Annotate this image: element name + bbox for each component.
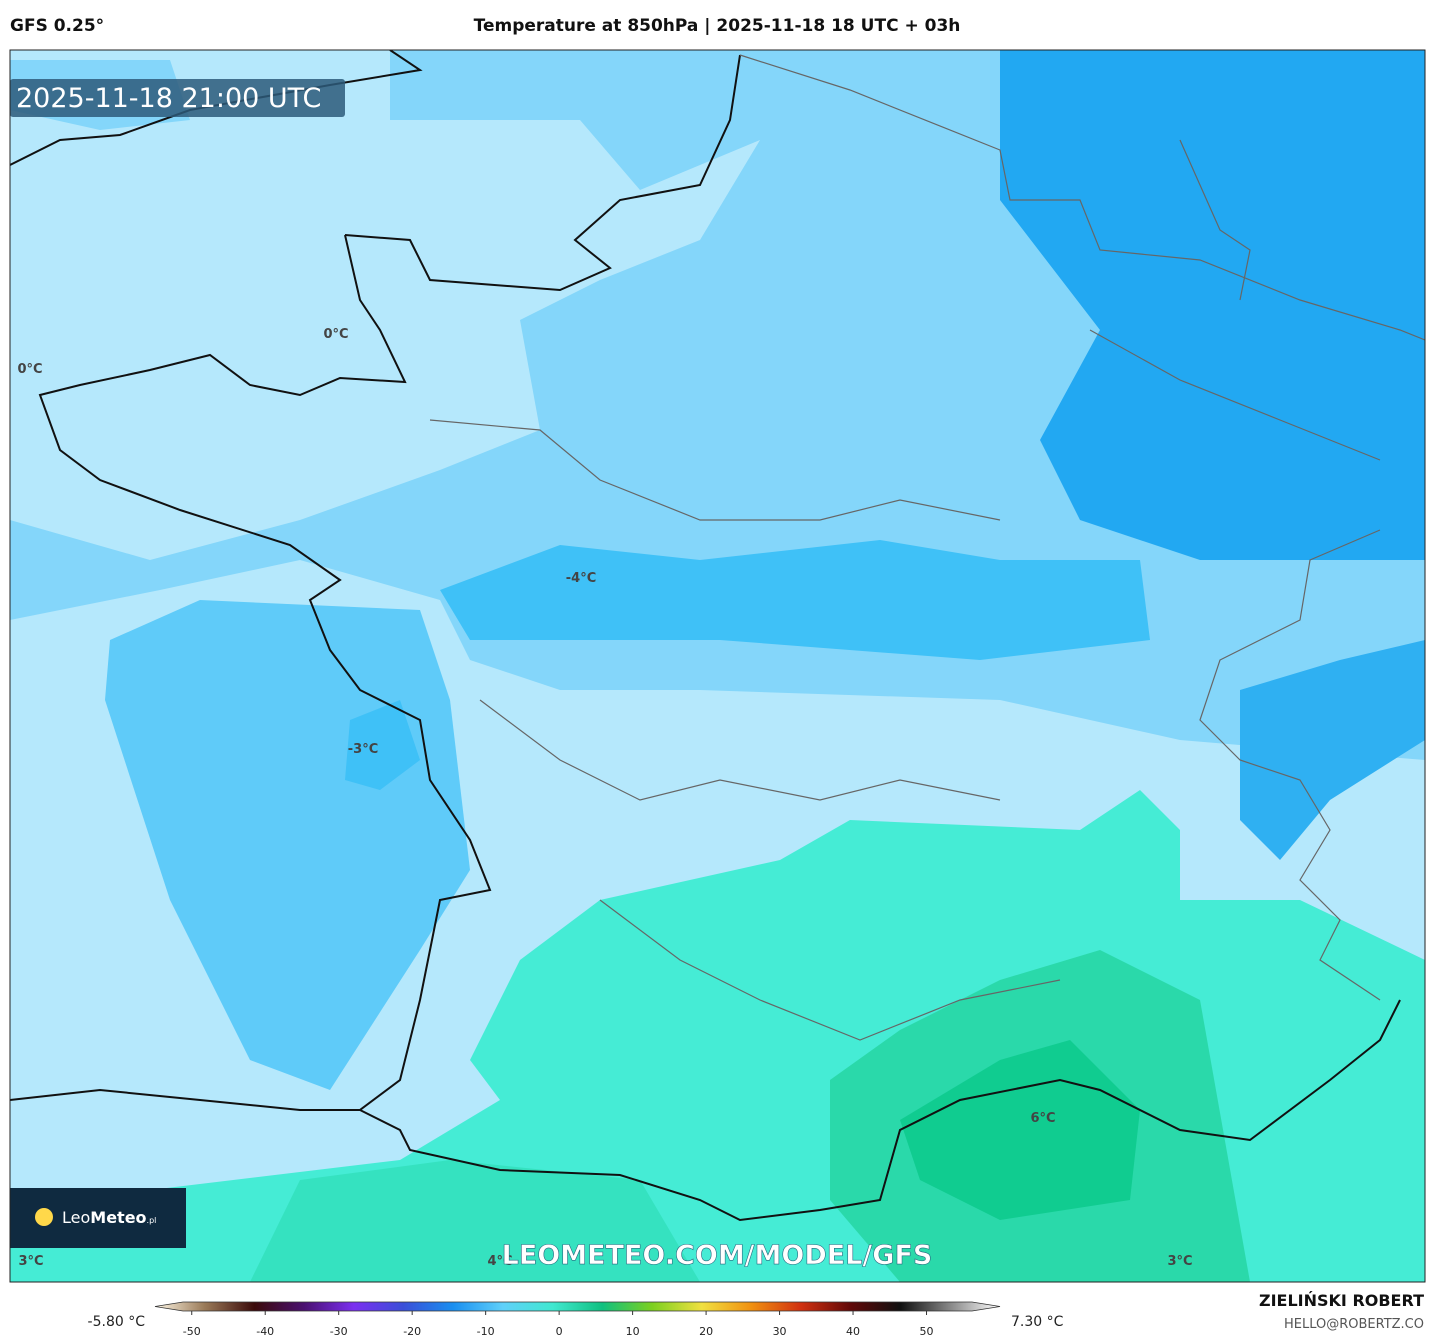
map-frame [9,49,1426,1283]
colorbar-tick-label: -50 [183,1325,201,1338]
author: ZIELIŃSKI ROBERT [1259,1291,1424,1310]
map: 0°C 0°C -4°C -3°C 6°C 4°C 3°C 3°C 2025-1… [10,50,1425,1282]
field-zone [250,1160,700,1282]
colorbar-tick-label: 20 [699,1325,713,1338]
isotherm-label: 3°C [1167,1254,1192,1269]
colorbar-max: 7.30 °C [1011,1314,1064,1330]
borders [429,54,1425,1041]
colorbar-tick-label: -20 [403,1325,421,1338]
isotherm-label: 4°C [487,1254,512,1269]
logo-suffix: .pl [147,1216,157,1225]
email: HELLO@ROBERTZ.CO [1284,1317,1424,1332]
colorbar-tick-label: 40 [846,1325,860,1338]
colorbar-tick-label: -40 [256,1325,274,1338]
isotherm-label: -4°C [566,571,596,586]
isotherm-label: 0°C [17,362,42,377]
timestamp: 2025-11-18 21:00 UTC [16,83,321,114]
colorbar-tick-label: 50 [920,1325,934,1338]
field-zone [1240,640,1425,860]
isotherm-label: 0°C [323,327,348,342]
colorbar-min: -5.80 °C [88,1314,146,1330]
colorbar-tick-label: 30 [773,1325,787,1338]
logo-leo: Leo [62,1208,90,1227]
map-labels: 0°C 0°C -4°C -3°C 6°C 4°C 3°C 3°C [17,327,1192,1269]
logo-meteo: Meteo [90,1208,146,1227]
model-name: GFS 0.25° [10,16,104,36]
colorbar-tick-label: 10 [626,1325,640,1338]
field-zone [440,540,1150,660]
isotherm-label: 3°C [18,1254,43,1269]
colorbar-tick-label: 0 [556,1325,563,1338]
colorbar-tick-label: -30 [330,1325,348,1338]
map-title: Temperature at 850hPa | 2025-11-18 18 UT… [474,16,961,36]
colorbar [154,1301,1001,1312]
logo-sun [35,1208,53,1226]
logo-text: LeoMeteo.pl [62,1208,156,1227]
isotherm-label: -3°C [348,742,378,757]
watermark: LEOMETEO.COM/MODEL/GFS [502,1240,933,1271]
colorbar-tick-label: -10 [477,1325,495,1338]
field-zone [1000,50,1425,560]
isotherm-label: 6°C [1030,1111,1055,1126]
field-zone [345,700,420,790]
timestamp-box [10,79,345,117]
